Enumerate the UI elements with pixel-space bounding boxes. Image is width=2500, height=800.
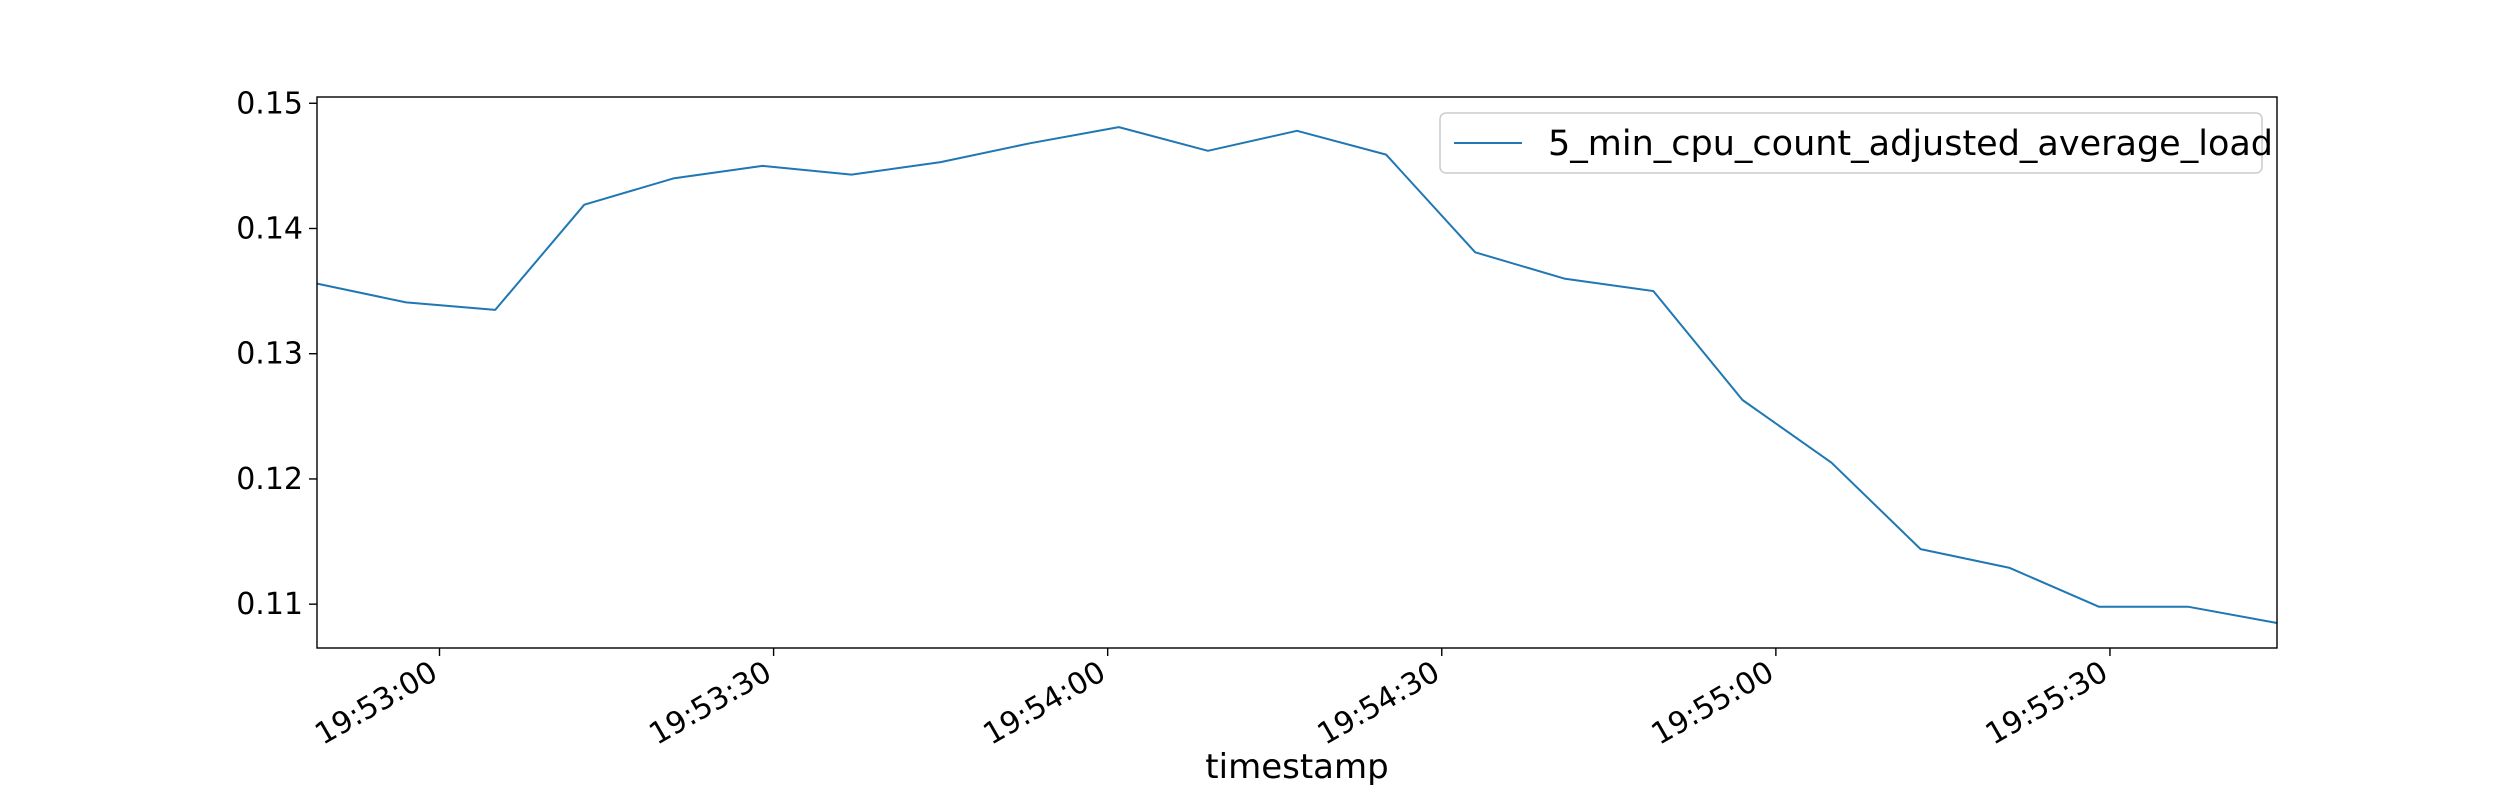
y-tick-label: 0.14 — [236, 211, 303, 246]
legend-box — [1439, 112, 2263, 174]
x-tick-label: 19:55:00 — [1646, 655, 1780, 753]
legend-label: 5_min_cpu_count_adjusted_average_load — [1548, 124, 2273, 164]
series-group — [316, 126, 2278, 624]
y-axis-ticks: 0.11 0.12 0.13 0.14 0.15 — [236, 86, 317, 622]
series-line — [316, 126, 2278, 624]
x-tick-label: 19:55:30 — [1980, 655, 2114, 753]
x-tick-label: 19:53:00 — [309, 655, 443, 753]
plot-frame — [316, 96, 2278, 649]
x-axis-ticks: 19:53:00 19:53:30 19:54:00 19:54:30 19:55:00… — [309, 648, 2114, 752]
y-tick-label: 0.15 — [236, 86, 303, 121]
x-axis-label: timestamp — [1205, 747, 1388, 787]
x-tick-label: 19:53:30 — [643, 655, 777, 753]
legend: 5_min_cpu_count_adjusted_average_load — [1439, 112, 2273, 174]
y-tick-label: 0.12 — [236, 462, 303, 497]
y-tick-label: 0.13 — [236, 337, 303, 372]
x-tick-label: 19:54:00 — [977, 655, 1111, 753]
x-tick-label: 19:54:30 — [1312, 655, 1446, 753]
y-tick-label: 0.11 — [236, 587, 303, 622]
